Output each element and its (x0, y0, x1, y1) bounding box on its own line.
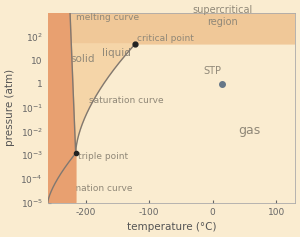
Text: saturation curve: saturation curve (89, 96, 164, 105)
Text: solid: solid (70, 54, 94, 64)
Polygon shape (48, 13, 76, 203)
Text: sublimation curve: sublimation curve (51, 184, 132, 193)
Text: gas: gas (238, 124, 260, 137)
Text: liquid: liquid (102, 48, 130, 58)
Polygon shape (71, 44, 135, 153)
Text: supercritical
region: supercritical region (192, 5, 252, 27)
Text: critical point: critical point (136, 34, 194, 43)
Polygon shape (70, 13, 295, 44)
Text: STP: STP (203, 66, 221, 76)
Text: triple point: triple point (78, 152, 128, 161)
Y-axis label: pressure (atm): pressure (atm) (5, 69, 15, 146)
Polygon shape (48, 13, 76, 203)
Text: melting curve: melting curve (76, 13, 140, 22)
X-axis label: temperature (°C): temperature (°C) (127, 222, 216, 232)
